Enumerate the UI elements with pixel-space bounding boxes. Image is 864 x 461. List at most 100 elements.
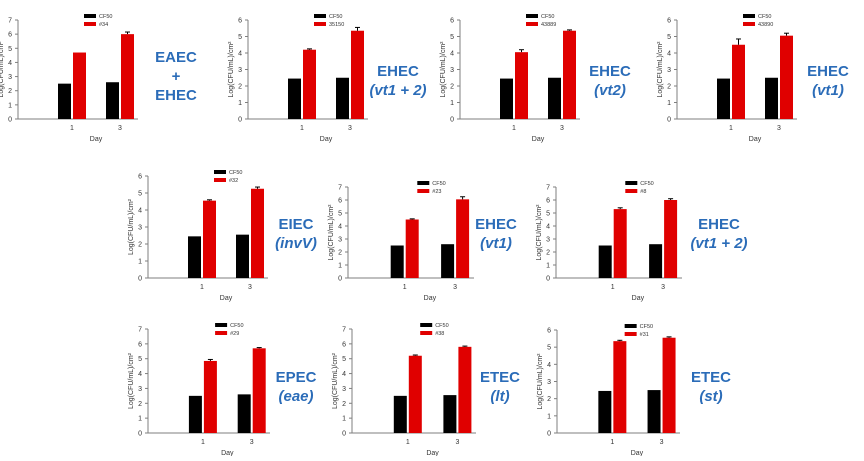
y-tick-label: 2 [138, 401, 142, 408]
legend-label-1: CF50 [230, 323, 243, 329]
legend-label-2: #34 [99, 22, 108, 28]
y-tick-label: 2 [238, 84, 242, 91]
legend-label-2: #23 [432, 189, 441, 195]
y-tick-label: 3 [138, 225, 142, 232]
strain-type-line: EHEC [377, 63, 419, 80]
y-tick-label: 3 [338, 237, 342, 244]
strain-gene-line: (lt) [490, 388, 510, 405]
legend-swatch-2 [314, 22, 326, 26]
y-tick-label: 7 [342, 327, 346, 334]
strain-gene-line: (vt2) [594, 82, 626, 99]
bar-strain-day1 [405, 219, 419, 278]
y-tick-label: 2 [338, 250, 342, 257]
x-tick-label: 3 [660, 439, 664, 446]
strain-type-label: EAEC + EHEC [136, 48, 216, 105]
x-tick-label: 3 [777, 125, 781, 132]
legend-label-2: #8 [640, 189, 646, 195]
legend-label-1: CF50 [435, 323, 448, 329]
y-tick-label: 0 [342, 431, 346, 438]
y-tick-label: 5 [546, 211, 550, 218]
y-tick-label: 6 [342, 341, 346, 348]
x-tick-label: 3 [250, 439, 254, 446]
y-tick-label: 6 [547, 328, 551, 335]
y-tick-label: 2 [8, 88, 12, 95]
y-tick-label: 0 [138, 431, 142, 438]
legend-label-1: CF50 [99, 14, 112, 20]
x-tick-label: 1 [70, 125, 74, 132]
bar-strain-day1 [203, 200, 216, 278]
bar-strain-day1 [408, 355, 422, 433]
y-tick-label: 3 [138, 386, 142, 393]
x-tick-label: 3 [453, 284, 457, 291]
x-axis-label: Day [221, 450, 234, 456]
bar-strain-day3 [780, 35, 793, 119]
y-tick-label: 3 [450, 67, 454, 74]
bar-strain-day1 [73, 52, 86, 119]
strain-type-label: EHEC (vt2) [570, 62, 650, 100]
strain-gene-line: (invV) [275, 235, 317, 252]
strain-type-line: EHEC [807, 63, 849, 80]
y-axis-label: Log(CFU/mL)/cm² [328, 204, 335, 261]
y-tick-label: 5 [450, 34, 454, 41]
y-tick-label: 7 [546, 185, 550, 192]
bar-strain-day1 [515, 52, 528, 119]
y-axis-label: Log(CFU/mL)/cm² [332, 352, 339, 409]
x-tick-label: 1 [200, 284, 204, 291]
bar-strain-day3 [351, 30, 364, 120]
y-tick-label: 0 [138, 276, 142, 283]
legend-swatch-2 [84, 22, 96, 26]
y-tick-label: 2 [450, 84, 454, 91]
strain-type-line: EIEC [278, 216, 314, 233]
x-axis-label: Day [424, 295, 437, 302]
bar-control-day1 [500, 78, 513, 119]
bar-strain-day1 [303, 49, 316, 120]
bar-strain-day3 [664, 200, 678, 278]
x-tick-label: 1 [201, 439, 205, 446]
legend-label-2: 35150 [329, 22, 344, 28]
bar-control-day3 [336, 77, 349, 119]
y-tick-label: 1 [667, 100, 671, 107]
legend-swatch-1 [314, 14, 326, 18]
y-axis-label: Log(CFU/mL)/cm² [0, 41, 5, 98]
x-tick-label: 3 [455, 439, 459, 446]
y-tick-label: 1 [546, 263, 550, 270]
x-axis-label: Day [631, 450, 644, 456]
y-tick-label: 6 [450, 18, 454, 25]
y-tick-label: 2 [667, 84, 671, 91]
strain-gene-line: (eae) [278, 388, 314, 405]
x-axis-label: Day [90, 136, 103, 143]
legend-swatch-1 [214, 170, 226, 174]
strain-gene-line: (st) [699, 388, 723, 405]
bar-strain-day3 [662, 337, 676, 433]
bar-strain-day1 [732, 44, 745, 119]
strain-type-label: EIEC (invV) [256, 215, 336, 253]
legend-label-1: CF50 [229, 170, 242, 176]
y-tick-label: 4 [8, 60, 12, 67]
y-tick-label: 3 [8, 74, 12, 81]
bar-strain-day3 [563, 30, 576, 120]
strain-type-line: EPEC [275, 369, 317, 386]
y-tick-label: 4 [138, 208, 142, 215]
y-tick-label: 3 [238, 67, 242, 74]
bar-control-day3 [106, 82, 119, 119]
legend-swatch-1 [417, 181, 430, 185]
y-tick-label: 1 [547, 413, 551, 420]
bar-strain-day1 [613, 341, 627, 433]
strain-gene-line: (vt1 + 2) [369, 82, 427, 99]
legend-swatch-1 [526, 14, 538, 18]
y-tick-label: 2 [342, 401, 346, 408]
y-tick-label: 3 [667, 67, 671, 74]
y-tick-label: 1 [138, 416, 142, 423]
y-tick-label: 4 [138, 371, 142, 378]
y-tick-label: 4 [546, 224, 550, 231]
x-tick-label: 1 [610, 439, 614, 446]
bar-control-day3 [647, 390, 661, 433]
bar-control-day1 [598, 245, 612, 278]
x-axis-label: Day [320, 136, 333, 143]
x-axis-label: Day [426, 450, 439, 456]
bar-control-day3 [237, 394, 251, 433]
x-tick-label: 1 [611, 284, 615, 291]
